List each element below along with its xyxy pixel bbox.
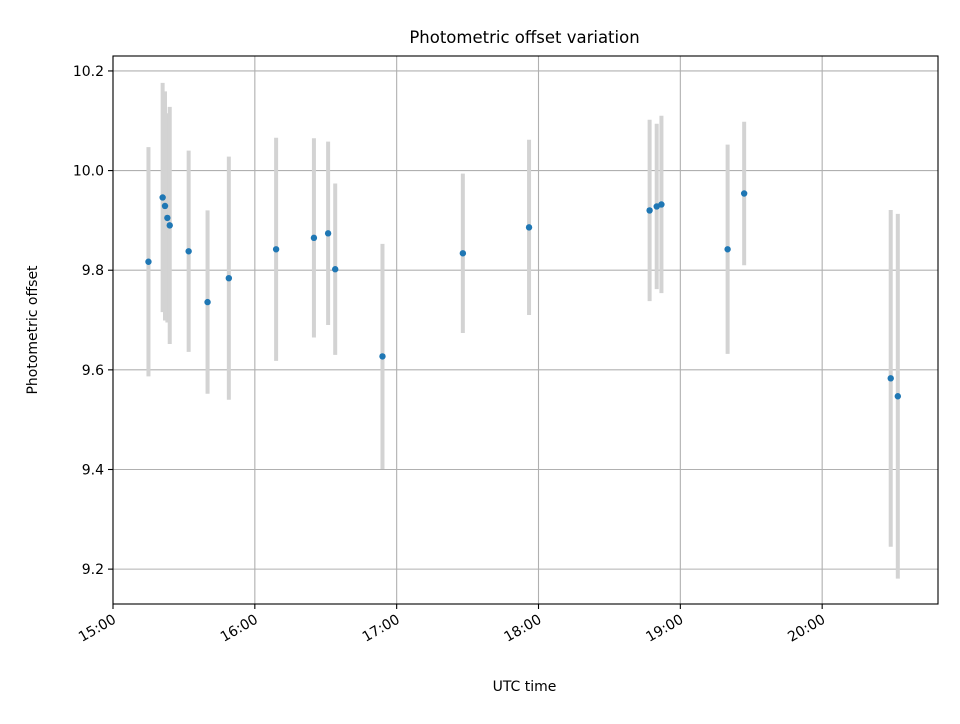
data-point (525, 224, 533, 231)
data-point (159, 194, 166, 201)
y-tick-label: 10.2 (73, 64, 104, 80)
x-tick-label: 17:00 (360, 612, 403, 646)
data-point (272, 246, 280, 253)
y-axis-label: Photometric offset (25, 265, 41, 395)
data-point (185, 248, 192, 255)
data-points (145, 190, 902, 400)
x-axis-ticks: 15:00 16:00 17:00 18:00 19:00 20:00 (76, 604, 828, 646)
y-axis-ticks: 9.2 9.4 9.6 9.8 10.0 10.2 (73, 64, 113, 578)
data-point (379, 353, 386, 360)
data-point (887, 375, 894, 382)
data-point (332, 266, 339, 273)
y-tick-label: 9.8 (82, 263, 104, 279)
y-tick-label: 9.4 (82, 462, 104, 478)
y-tick-label: 9.6 (82, 363, 104, 379)
data-point (646, 207, 653, 214)
data-point (740, 190, 748, 197)
data-point (204, 298, 211, 306)
x-tick-label: 16:00 (218, 612, 261, 646)
error-bars (146, 82, 900, 579)
x-tick-label: 20:00 (785, 612, 828, 646)
plot-frame (112, 55, 939, 605)
x-axis-label: UTC time (493, 679, 557, 695)
x-tick-label: 18:00 (502, 612, 545, 646)
data-point (658, 201, 665, 208)
data-point (164, 214, 171, 222)
data-point (145, 258, 152, 265)
data-point (310, 234, 318, 242)
grid-lines (112, 56, 938, 604)
data-point (324, 230, 332, 237)
data-point (724, 246, 731, 253)
data-point (161, 202, 169, 210)
x-tick-label: 15:00 (76, 612, 119, 646)
data-point (166, 222, 173, 229)
chart-title: Photometric offset variation (409, 28, 639, 47)
data-point (894, 393, 902, 400)
data-point (459, 250, 467, 257)
y-tick-label: 9.2 (82, 562, 104, 578)
data-point (225, 274, 233, 282)
y-tick-label: 10.0 (73, 164, 104, 180)
x-tick-label: 19:00 (643, 612, 686, 646)
